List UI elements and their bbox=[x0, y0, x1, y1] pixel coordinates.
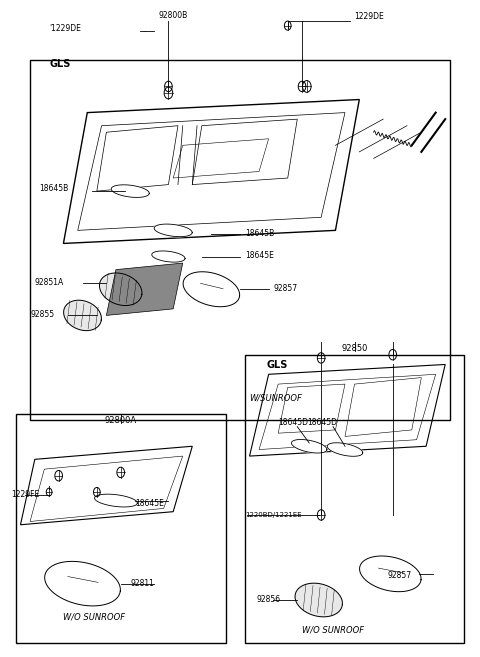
Text: W/O SUNROOF: W/O SUNROOF bbox=[63, 612, 126, 622]
Polygon shape bbox=[327, 443, 363, 456]
Polygon shape bbox=[64, 300, 101, 330]
Text: 18645D: 18645D bbox=[278, 419, 308, 427]
Text: W/SUNROOF: W/SUNROOF bbox=[250, 394, 302, 403]
Text: GLS: GLS bbox=[266, 360, 288, 370]
Text: 18645D: 18645D bbox=[307, 419, 337, 427]
Text: GLS: GLS bbox=[49, 59, 71, 69]
Bar bbox=[16, 413, 226, 643]
Polygon shape bbox=[111, 185, 149, 197]
Polygon shape bbox=[183, 272, 240, 307]
Text: 92851A: 92851A bbox=[35, 278, 64, 286]
Text: 92856: 92856 bbox=[257, 595, 281, 604]
Polygon shape bbox=[295, 583, 342, 617]
Polygon shape bbox=[152, 251, 185, 262]
Text: W/O SUNROOF: W/O SUNROOF bbox=[302, 625, 364, 635]
Text: 92850: 92850 bbox=[341, 344, 368, 353]
Polygon shape bbox=[154, 224, 192, 237]
Text: 18645E: 18645E bbox=[135, 499, 164, 509]
Polygon shape bbox=[107, 263, 183, 315]
Text: 1229DE: 1229DE bbox=[355, 12, 384, 21]
Polygon shape bbox=[95, 494, 137, 507]
Text: 92855: 92855 bbox=[30, 310, 54, 319]
Polygon shape bbox=[45, 561, 120, 606]
Polygon shape bbox=[99, 273, 142, 306]
Text: 18645E: 18645E bbox=[245, 252, 274, 260]
Polygon shape bbox=[360, 556, 421, 592]
Text: 92800B: 92800B bbox=[158, 11, 188, 20]
Text: 92800A: 92800A bbox=[105, 417, 137, 425]
Text: 1229FE: 1229FE bbox=[11, 490, 39, 499]
Polygon shape bbox=[291, 440, 327, 453]
Text: 18645B: 18645B bbox=[39, 184, 69, 193]
Text: 1220BD/1221EE: 1220BD/1221EE bbox=[245, 512, 301, 518]
Bar bbox=[245, 355, 464, 643]
Text: 92857: 92857 bbox=[274, 284, 298, 293]
Bar bbox=[30, 60, 450, 420]
Text: '1229DE: '1229DE bbox=[49, 24, 81, 33]
Text: 92857: 92857 bbox=[388, 572, 412, 580]
Text: 92811: 92811 bbox=[130, 579, 154, 587]
Text: 18645B: 18645B bbox=[245, 229, 274, 238]
